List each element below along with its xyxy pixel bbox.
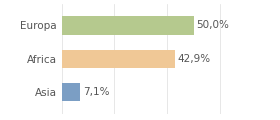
- Text: 7,1%: 7,1%: [83, 87, 109, 97]
- Bar: [62, 50, 175, 68]
- Bar: [62, 16, 193, 35]
- Text: 42,9%: 42,9%: [178, 54, 211, 64]
- Text: 50,0%: 50,0%: [196, 20, 229, 30]
- Bar: [62, 83, 80, 101]
